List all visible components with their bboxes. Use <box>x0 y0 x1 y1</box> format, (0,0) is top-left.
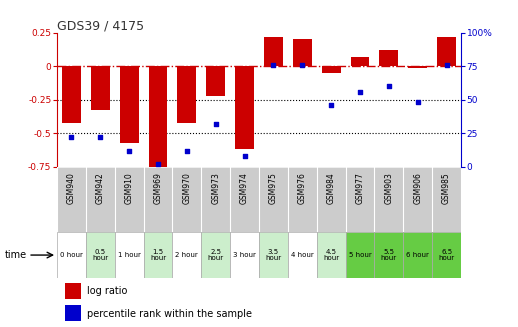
Text: GSM942: GSM942 <box>96 172 105 204</box>
Point <box>183 148 191 153</box>
Bar <box>149 66 167 171</box>
Point <box>327 102 335 108</box>
Point <box>269 62 278 67</box>
Bar <box>143 232 172 278</box>
Text: 6.5
hour: 6.5 hour <box>439 249 455 261</box>
Bar <box>230 232 259 278</box>
Text: 0 hour: 0 hour <box>60 252 83 258</box>
Bar <box>316 232 346 278</box>
Point <box>413 100 422 105</box>
Point <box>96 135 105 140</box>
Bar <box>202 232 230 278</box>
Bar <box>380 50 398 66</box>
Bar <box>288 232 316 278</box>
Bar <box>293 39 312 66</box>
Text: 0.5
hour: 0.5 hour <box>92 249 108 261</box>
Text: GSM974: GSM974 <box>240 172 249 204</box>
Text: GSM969: GSM969 <box>153 172 163 204</box>
Point <box>154 162 162 167</box>
Bar <box>86 232 114 278</box>
Point <box>125 148 133 153</box>
Point <box>240 153 249 159</box>
Text: 5 hour: 5 hour <box>349 252 371 258</box>
Text: GSM985: GSM985 <box>442 172 451 204</box>
Text: 1 hour: 1 hour <box>118 252 140 258</box>
Bar <box>65 283 81 299</box>
Text: 4.5
hour: 4.5 hour <box>323 249 339 261</box>
Point <box>298 62 307 67</box>
Point <box>211 121 220 127</box>
Bar <box>91 66 110 111</box>
Bar <box>178 66 196 123</box>
Text: GDS39 / 4175: GDS39 / 4175 <box>57 20 144 33</box>
Point <box>442 62 451 67</box>
Text: GSM940: GSM940 <box>67 172 76 204</box>
Text: GSM977: GSM977 <box>355 172 365 204</box>
Point <box>385 84 393 89</box>
Bar <box>437 37 456 66</box>
Bar <box>65 305 81 321</box>
Text: percentile rank within the sample: percentile rank within the sample <box>87 309 252 318</box>
Point <box>67 135 76 140</box>
Text: 2 hour: 2 hour <box>176 252 198 258</box>
Point <box>356 89 364 94</box>
Text: time: time <box>5 250 27 260</box>
Bar <box>114 232 143 278</box>
Text: GSM910: GSM910 <box>125 172 134 204</box>
Bar <box>120 66 138 143</box>
Text: 1.5
hour: 1.5 hour <box>150 249 166 261</box>
Bar <box>172 232 202 278</box>
Text: 3.5
hour: 3.5 hour <box>265 249 281 261</box>
Bar <box>346 232 375 278</box>
Bar <box>62 66 81 123</box>
Text: GSM973: GSM973 <box>211 172 220 204</box>
Bar <box>408 66 427 68</box>
Text: GSM975: GSM975 <box>269 172 278 204</box>
Bar <box>322 66 340 73</box>
Bar <box>404 232 432 278</box>
Text: GSM970: GSM970 <box>182 172 191 204</box>
Text: 4 hour: 4 hour <box>291 252 314 258</box>
Text: 6 hour: 6 hour <box>406 252 429 258</box>
Text: GSM903: GSM903 <box>384 172 393 204</box>
Bar <box>259 232 288 278</box>
Text: 2.5
hour: 2.5 hour <box>208 249 224 261</box>
Bar <box>206 66 225 96</box>
Text: log ratio: log ratio <box>87 286 127 296</box>
Text: 5.5
hour: 5.5 hour <box>381 249 397 261</box>
Text: GSM906: GSM906 <box>413 172 422 204</box>
Bar <box>235 66 254 149</box>
Text: 3 hour: 3 hour <box>233 252 256 258</box>
Bar <box>351 57 369 66</box>
Bar <box>432 232 461 278</box>
Text: GSM976: GSM976 <box>298 172 307 204</box>
Bar <box>264 37 283 66</box>
Bar <box>57 232 86 278</box>
Text: GSM984: GSM984 <box>327 172 336 204</box>
Bar <box>375 232 404 278</box>
